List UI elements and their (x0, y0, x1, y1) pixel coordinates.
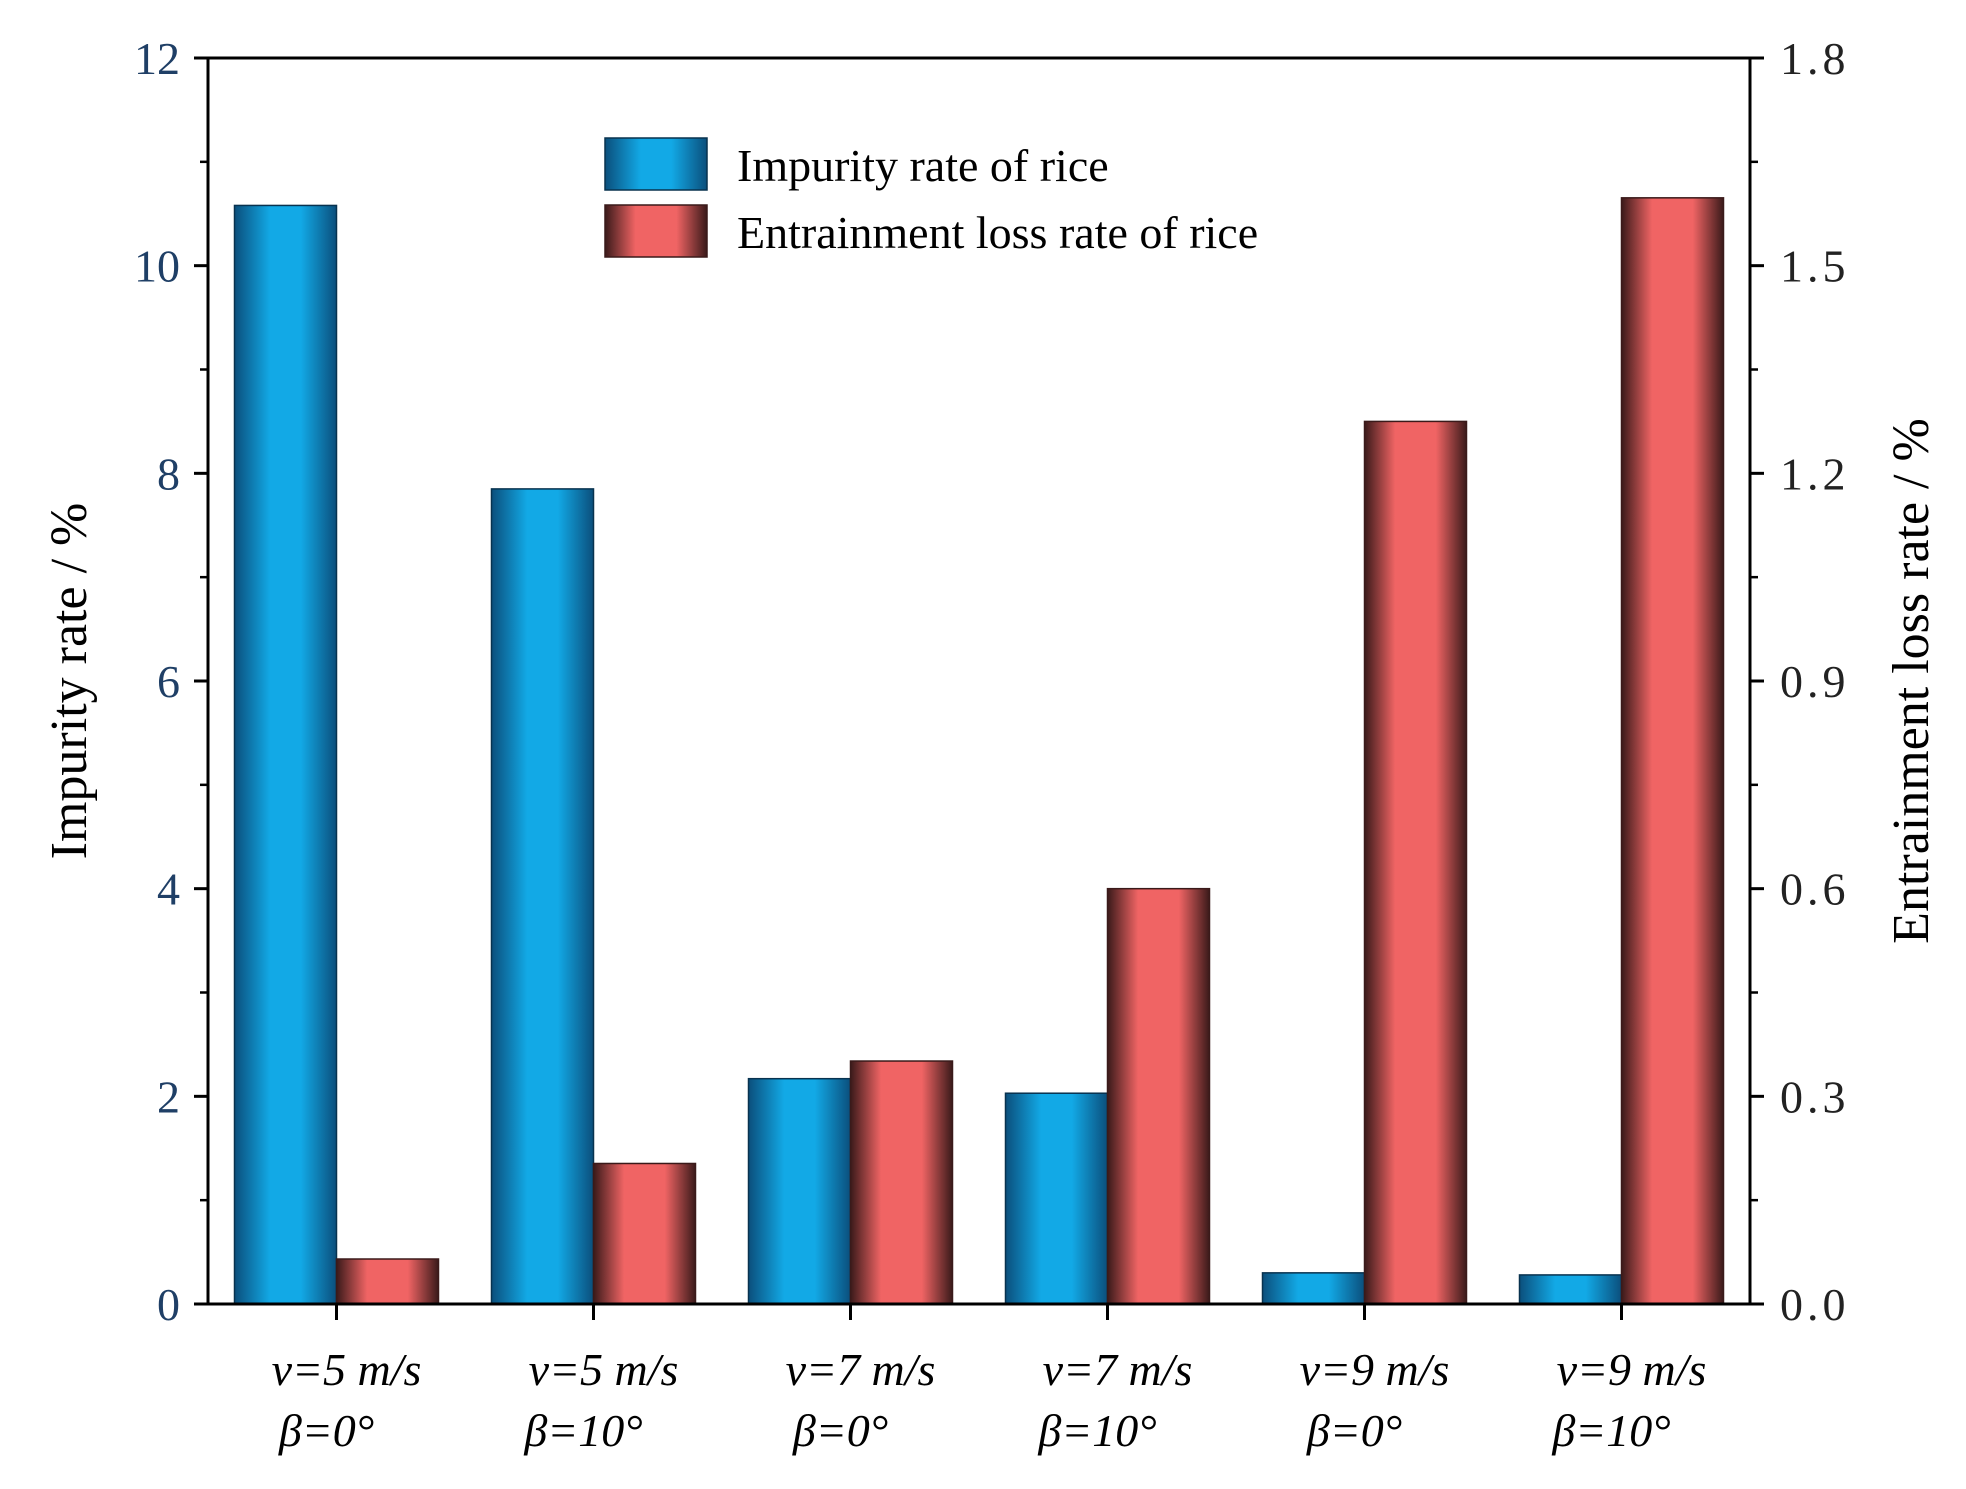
category-label-line1: v=5 m/s (529, 1344, 679, 1395)
bar-entrainment-3 (1106, 887, 1211, 1305)
bar-impurity-3 (1004, 1092, 1109, 1305)
category-label-line2: β=0° (1306, 1405, 1402, 1456)
bar-impurity-2 (747, 1077, 852, 1305)
bar-impurity-4 (1261, 1272, 1366, 1305)
legend-label-impurity: Impurity rate of rice (737, 140, 1109, 191)
right-axis-title: Entrainment loss rate / % (1883, 418, 1940, 944)
bar-impurity-0 (233, 204, 338, 1305)
left-tick-label: 10 (134, 241, 180, 292)
category-label-line2: β=10° (1551, 1405, 1670, 1456)
category-label-line1: v=9 m/s (1300, 1344, 1450, 1395)
bar-entrainment-0 (335, 1258, 440, 1305)
legend-label-entrainment: Entrainment loss rate of rice (737, 207, 1258, 258)
left-tick-label: 4 (157, 864, 180, 915)
right-tick-label: 1.5 (1780, 241, 1850, 292)
category-label-line2: β=0° (278, 1405, 374, 1456)
left-axis-title: Impurity rate / % (41, 503, 98, 860)
right-tick-label: 0.0 (1780, 1279, 1850, 1330)
bar-entrainment-2 (849, 1060, 954, 1305)
category-label-line2: β=10° (1037, 1405, 1156, 1456)
right-tick-label: 1.8 (1780, 33, 1850, 84)
legend-swatch-entrainment (604, 204, 708, 258)
right-tick-label: 0.6 (1780, 864, 1850, 915)
bar-entrainment-1 (592, 1162, 697, 1305)
bar-entrainment-4 (1363, 420, 1468, 1305)
bar-impurity-1 (490, 488, 595, 1305)
category-label-line1: v=5 m/s (272, 1344, 422, 1395)
left-tick-label: 12 (134, 33, 180, 84)
right-tick-label: 0.3 (1780, 1071, 1850, 1122)
legend-swatch-impurity (604, 137, 708, 191)
category-label-line2: β=10° (523, 1405, 642, 1456)
left-tick-label: 6 (157, 656, 180, 707)
bar-entrainment-5 (1620, 197, 1725, 1305)
right-tick-label: 0.9 (1780, 656, 1850, 707)
category-label-line1: v=9 m/s (1557, 1344, 1707, 1395)
left-tick-label: 2 (157, 1071, 180, 1122)
category-label-line2: β=0° (792, 1405, 888, 1456)
right-tick-label: 1.2 (1780, 448, 1850, 499)
left-tick-label: 0 (157, 1279, 180, 1330)
legend: Impurity rate of rice Entrainment loss r… (604, 137, 1258, 258)
left-tick-label: 8 (157, 448, 180, 499)
category-label-line1: v=7 m/s (786, 1344, 936, 1395)
bar-impurity-5 (1518, 1274, 1623, 1305)
category-label-line1: v=7 m/s (1043, 1344, 1193, 1395)
